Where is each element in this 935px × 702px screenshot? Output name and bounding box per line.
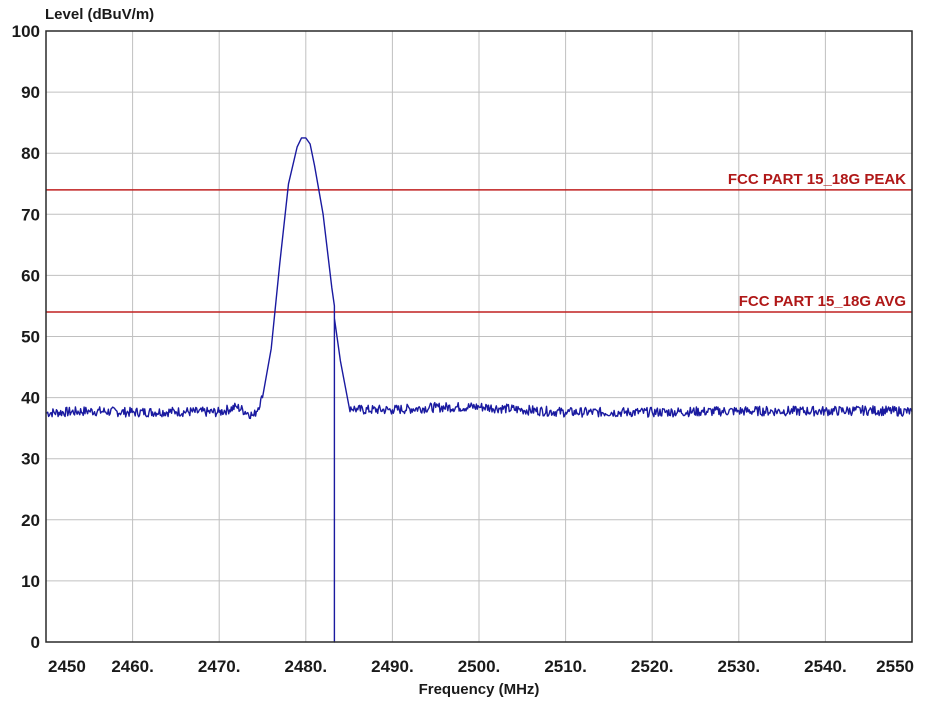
grid [46,31,912,642]
y-tick-label: 10 [21,572,40,591]
y-tick-label: 30 [21,450,40,469]
x-tick-labels: 2450 2460. 2470. 2480. 2490. 2500. 2510. 2520. 2… [48,657,914,676]
y-tick-label: 100 [12,22,40,41]
x-tick-label: 2470. [198,657,241,676]
limit-line-label: FCC PART 15_18G AVG [739,293,906,310]
x-tick-label: 2490. [371,657,414,676]
x-tick-label: 2500. [458,657,501,676]
y-tick-label: 20 [21,511,40,530]
y-tick-label: 60 [21,266,40,285]
plot-frame [45,30,913,643]
measurement-trace [46,137,913,643]
y-tick-label: 0 [31,633,40,652]
limit-line-label: FCC PART 15_18G PEAK [728,171,906,188]
x-tick-label: 2550 [876,657,914,676]
limit-lines: FCC PART 15_18G PEAK FCC PART 15_18G AVG [46,171,912,313]
x-axis-title: Frequency (MHz) [419,681,540,698]
x-tick-label: 2520. [631,657,674,676]
y-axis-title: Level (dBuV/m) [45,6,154,23]
data-series [46,137,913,643]
x-tick-label: 2460. [111,657,154,676]
x-tick-label: 2530. [718,657,761,676]
x-tick-label: 2540. [804,657,847,676]
y-tick-labels: 0 10 20 30 40 50 60 70 80 90 100 [12,22,40,652]
y-tick-label: 80 [21,144,40,163]
y-tick-label: 70 [21,205,40,224]
y-tick-label: 50 [21,328,40,347]
y-tick-label: 90 [21,83,40,102]
x-tick-label: 2510. [544,657,587,676]
x-tick-label: 2480. [285,657,328,676]
x-tick-label: 2450 [48,657,86,676]
y-tick-label: 40 [21,389,40,408]
